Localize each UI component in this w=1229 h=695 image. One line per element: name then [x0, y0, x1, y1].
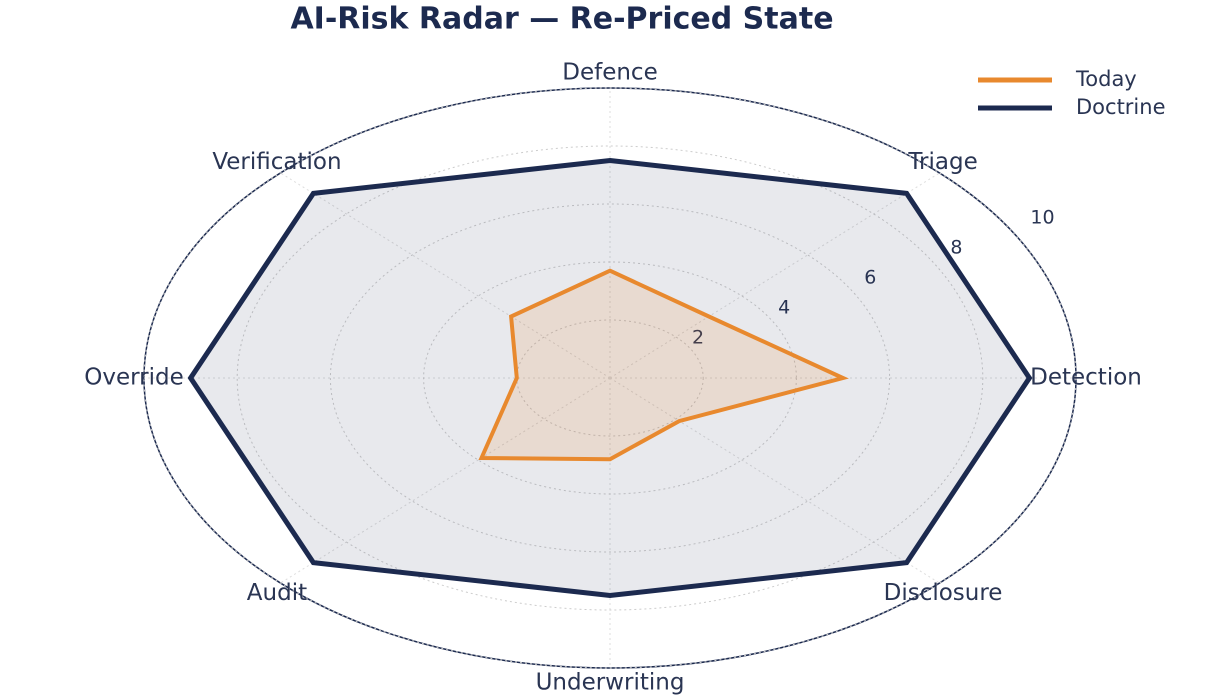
category-label: Override [84, 365, 184, 391]
grid-circle [236, 145, 984, 611]
r-tick-label: 4 [778, 297, 790, 319]
legend-label: Today [1075, 67, 1137, 91]
series-area [478, 268, 849, 462]
grid-circle [143, 87, 1077, 669]
category-label: Triage [907, 149, 977, 175]
r-tick-label: 10 [1030, 207, 1054, 229]
category-label: Disclosure [884, 580, 1003, 606]
grid-circle [423, 261, 797, 495]
r-tick-label: 8 [950, 237, 962, 259]
r-tick-label: 6 [864, 267, 876, 289]
category-label: Verification [212, 149, 341, 175]
r-tick-label: 2 [692, 327, 704, 349]
category-label: Defence [562, 60, 657, 86]
series-area [187, 157, 1033, 599]
category-label: Detection [1030, 365, 1142, 391]
legend-label: Doctrine [1076, 95, 1166, 119]
category-label: Underwriting [536, 670, 685, 695]
chart-title: AI-Risk Radar — Re-Priced State [290, 2, 833, 37]
grid-circle [329, 203, 891, 553]
category-label: Audit [247, 580, 307, 606]
